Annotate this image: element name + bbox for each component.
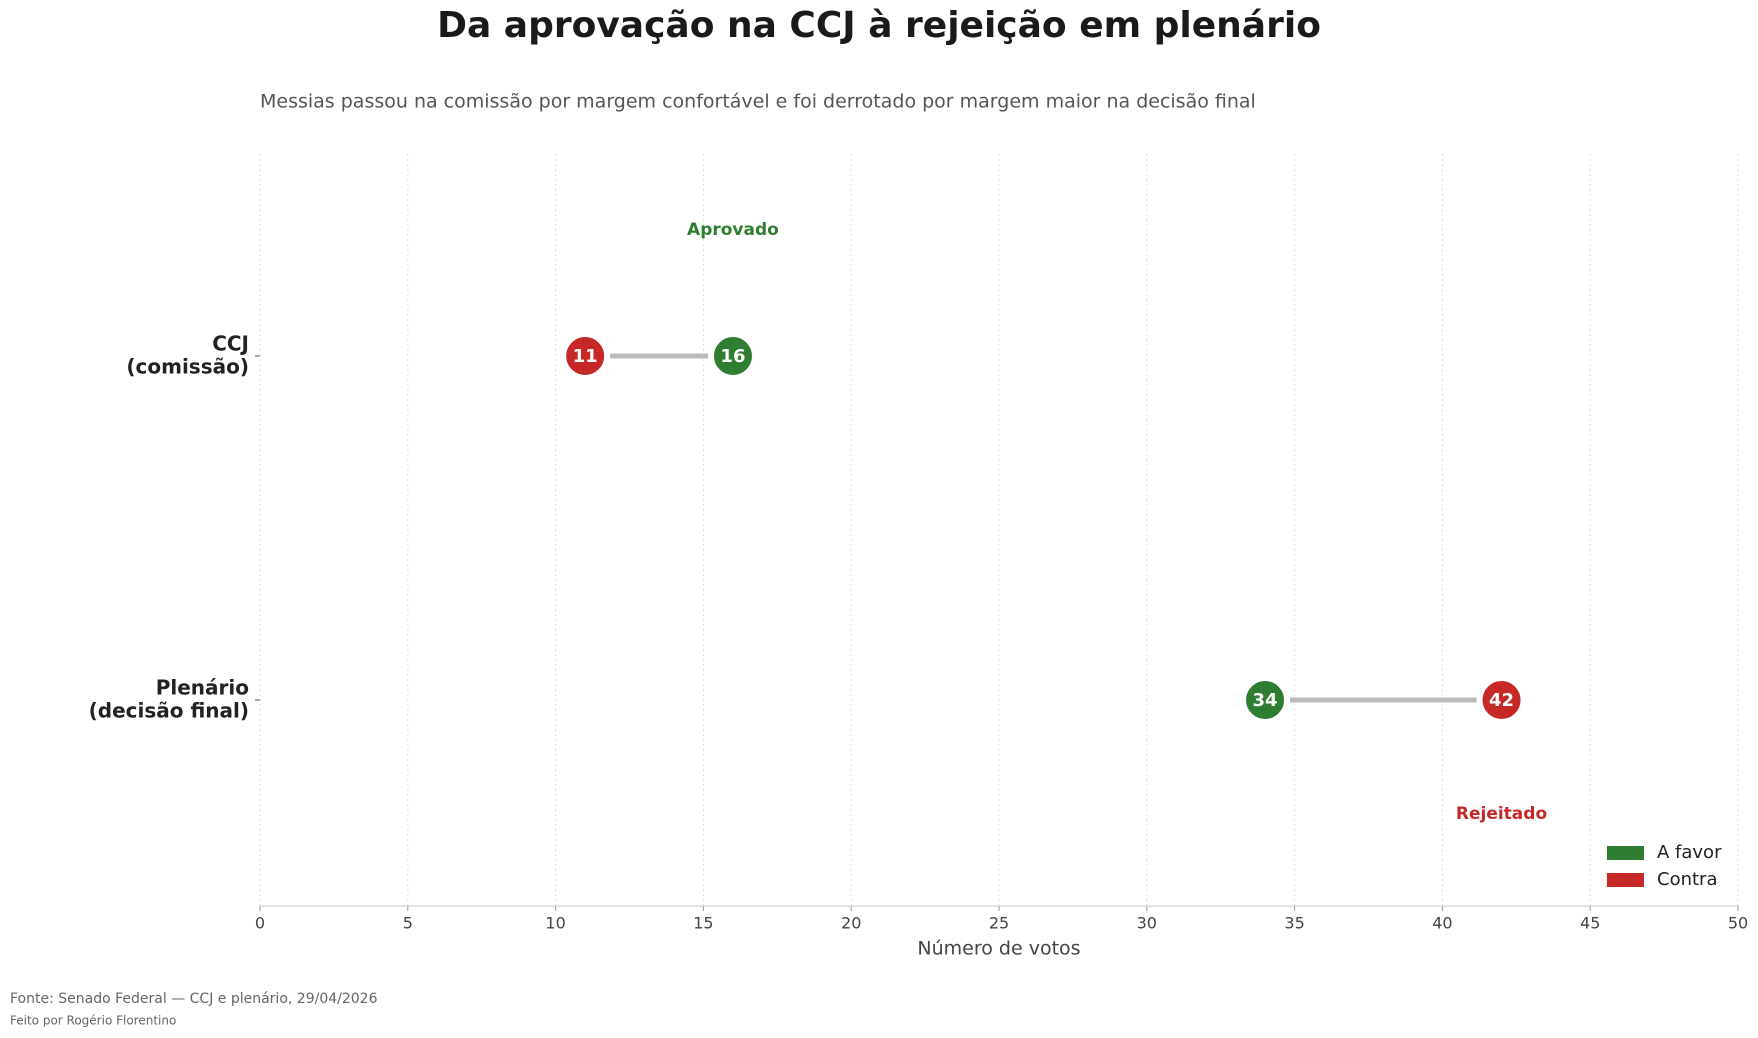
y-tick-label: CCJ (comissão) [126,331,249,378]
x-axis-label: Número de votos [917,938,1080,960]
x-tick-label: 0 [255,914,265,933]
x-tick-label: 45 [1580,914,1600,933]
value-label: 34 [1253,690,1278,711]
dot [1244,679,1287,721]
y-tick-label-line: CCJ [212,331,249,355]
dot [1480,679,1523,721]
legend-label: A favor [1657,842,1722,863]
dot [711,335,754,377]
dot [564,335,607,377]
value-label: 11 [573,346,598,367]
y-tick-label: Plenário (decisão final) [89,675,249,722]
annotation: Rejeitado [1456,804,1547,824]
y-tick-label-line: (comissão) [126,354,249,378]
legend-swatch [1607,846,1644,860]
x-tick-label: 5 [403,914,413,933]
x-tick-label: 10 [545,914,565,933]
chart-title: Da aprovação na CCJ à rejeição em plenár… [437,5,1321,46]
x-tick-label: 50 [1728,914,1748,933]
x-tick-label: 25 [989,914,1009,933]
x-tick-label: 15 [693,914,713,933]
value-label: 42 [1489,690,1514,711]
legend-swatch [1607,873,1644,887]
legend-label: Contra [1657,869,1717,890]
annotation: Aprovado [687,220,779,240]
x-tick-label: 30 [1137,914,1157,933]
y-tick-label-line: Plenário [156,675,249,699]
x-tick-label: 40 [1432,914,1452,933]
x-tick-label: 20 [841,914,861,933]
y-tick-label-line: (decisão final) [89,698,249,722]
x-tick-label: 35 [1284,914,1304,933]
chart-subtitle: Messias passou na comissão por margem co… [260,91,1256,113]
footer-source: Fonte: Senado Federal — CCJ e plenário, … [10,991,378,1007]
footer-credit: Feito por Rogério Florentino [10,1014,176,1028]
value-label: 16 [720,346,745,367]
